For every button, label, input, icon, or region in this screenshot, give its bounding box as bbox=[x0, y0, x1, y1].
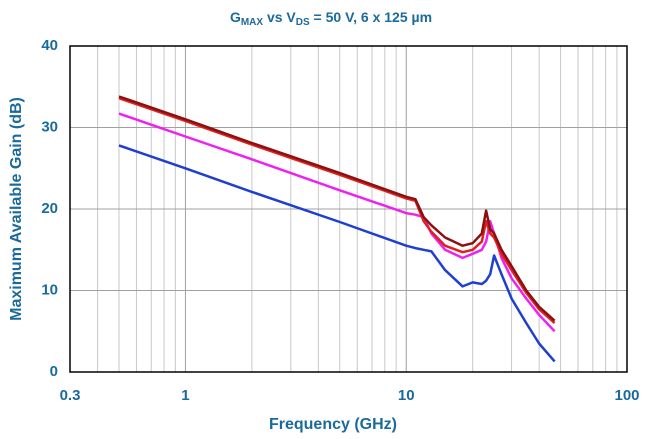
y-tick-label: 10 bbox=[41, 281, 58, 298]
y-axis-label: Maximum Available Gain (dB) bbox=[8, 97, 25, 321]
y-tick-label: 40 bbox=[41, 37, 58, 54]
plot-border bbox=[69, 45, 628, 373]
x-tick-label: 1 bbox=[181, 387, 189, 404]
series-line bbox=[118, 97, 556, 325]
title-part: G bbox=[230, 9, 241, 25]
x-tick-label: 10 bbox=[398, 387, 415, 404]
title-part: DS bbox=[296, 17, 310, 28]
title-part: MAX bbox=[241, 17, 264, 28]
chart-title: GMAX vs VDS = 50 V, 6 x 125 µm bbox=[230, 9, 432, 28]
series-line bbox=[118, 144, 556, 363]
series-line bbox=[118, 112, 556, 333]
x-tick-label: 100 bbox=[614, 387, 639, 404]
y-tick-label: 20 bbox=[41, 200, 58, 217]
y-tick-label: 30 bbox=[41, 118, 58, 135]
x-tick-label: 0.3 bbox=[60, 387, 81, 404]
series-line bbox=[118, 95, 556, 322]
title-part: vs V bbox=[263, 9, 296, 25]
y-tick-label: 0 bbox=[50, 363, 58, 380]
title-part: = 50 V, 6 x 125 µm bbox=[310, 9, 432, 25]
x-axis-label: Frequency (GHz) bbox=[269, 416, 397, 433]
